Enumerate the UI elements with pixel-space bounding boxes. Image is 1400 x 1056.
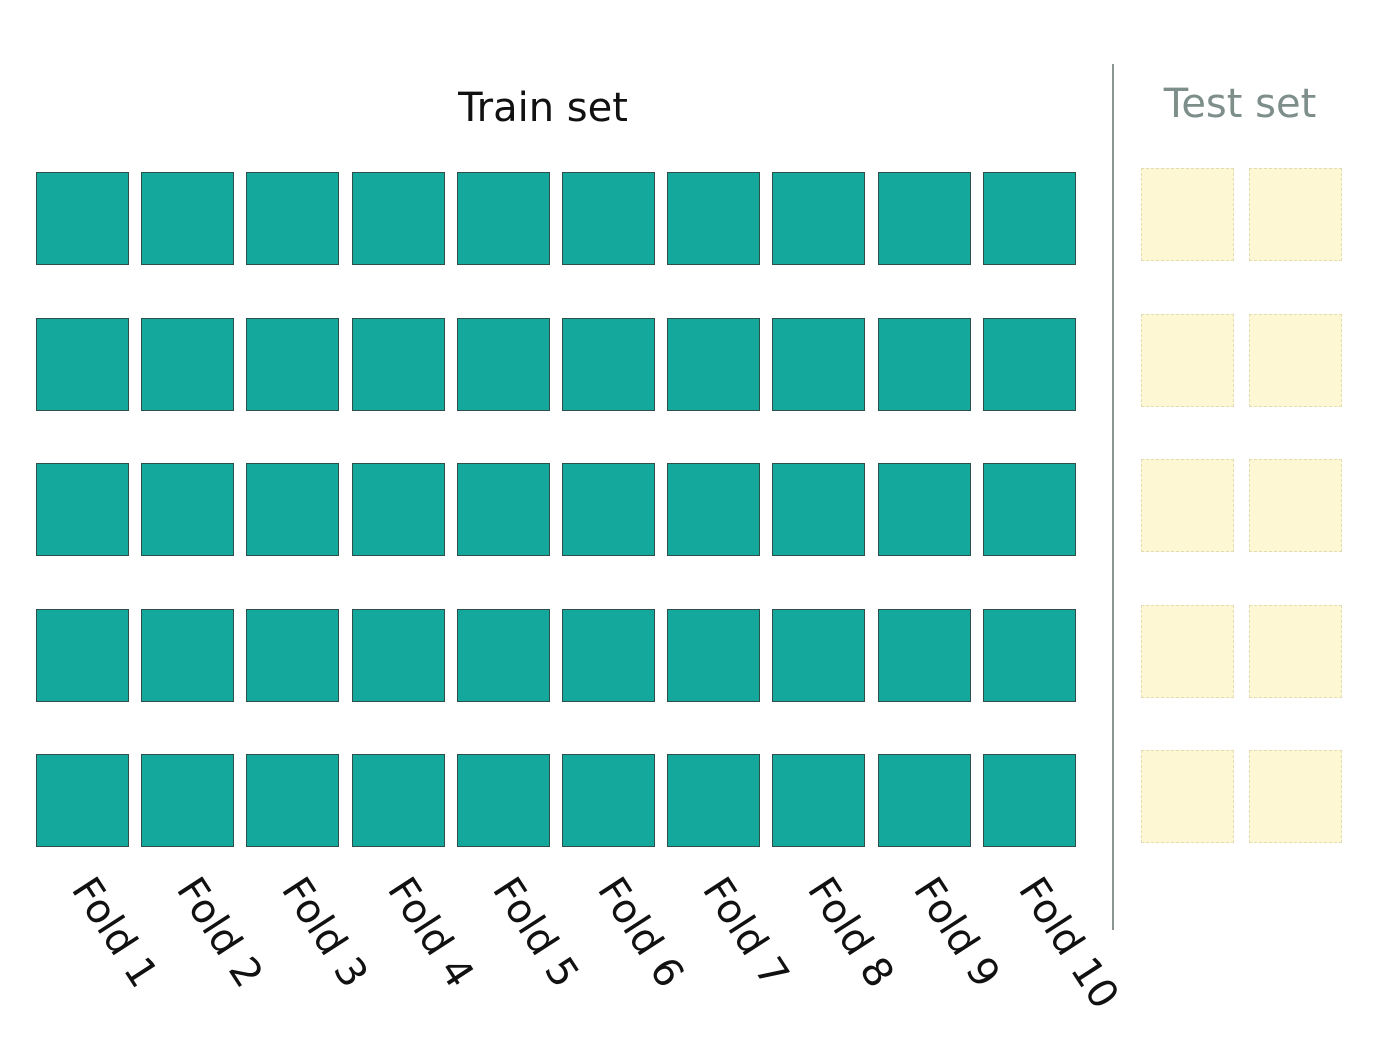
train-cell [141,608,235,702]
train-cell [246,317,340,411]
train-cell [562,608,655,702]
train-cell [982,754,1076,847]
train-cell [667,754,761,847]
fold-label: Fold 1 [62,869,167,996]
train-cell [667,317,761,411]
train-cell [36,608,129,702]
test-cell [1249,750,1342,843]
train-cell [456,463,550,556]
train-cell [351,463,445,556]
train-cell [877,317,971,411]
train-cell [351,317,445,411]
train-cell [246,608,340,702]
test-cell [1141,750,1234,843]
fold-label: Fold 8 [798,869,903,996]
train-cell [456,754,550,847]
train-cell [141,317,235,411]
train-cell [246,172,340,265]
train-cell [456,172,550,265]
fold-label: Fold 9 [903,869,1009,996]
fold-label: Fold 6 [588,869,693,996]
train-cell [982,317,1076,411]
train-cell [36,317,129,411]
train-cell [562,754,655,847]
train-cell [562,172,655,265]
train-cell [667,608,761,702]
train-cell [246,754,340,847]
train-cell [877,754,971,847]
test-cell [1141,168,1234,261]
test-cell [1249,168,1342,261]
test-cell [1141,604,1234,698]
train-cell [877,608,971,702]
test-cell [1141,459,1234,552]
fold-label: Fold 4 [377,869,483,996]
train-cell [772,172,866,265]
train-cell [877,172,971,265]
train-cell [877,463,971,556]
train-cell [351,172,445,265]
train-cell [141,754,235,847]
train-cell [562,463,655,556]
fold-label: Fold 7 [693,869,798,996]
train-cell [772,754,866,847]
fold-label: Fold 10 [1009,869,1128,1018]
train-cell [562,317,655,411]
train-cell [982,463,1076,556]
test-set-title: Test set [1163,81,1317,127]
train-cell [772,317,866,411]
train-cell [351,754,445,847]
test-cell [1249,313,1342,407]
train-cell [36,463,129,556]
train-cell [141,463,235,556]
test-cell [1249,604,1342,698]
train-cell [772,463,866,556]
train-test-divider [1112,64,1114,930]
train-cell [982,608,1076,702]
train-cell [246,463,340,556]
train-cell [772,608,866,702]
train-cell [36,754,129,847]
fold-label: Fold 2 [167,869,272,996]
train-set-title: Train set [458,85,628,131]
train-cell [351,608,445,702]
test-cell [1141,313,1234,407]
fold-label: Fold 5 [483,869,588,996]
train-cell [667,172,761,265]
test-cell [1249,459,1342,552]
train-cell [667,463,761,556]
train-cell [456,608,550,702]
train-cell [141,172,235,265]
train-cell [982,172,1076,265]
fold-label: Fold 3 [272,869,377,996]
train-cell [36,172,129,265]
train-cell [456,317,550,411]
